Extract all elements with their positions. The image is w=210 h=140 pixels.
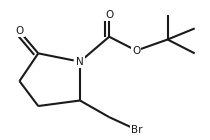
Text: O: O: [15, 26, 24, 36]
Text: O: O: [105, 10, 113, 20]
Text: N: N: [76, 57, 84, 67]
Text: O: O: [132, 46, 140, 56]
Text: Br: Br: [131, 125, 142, 135]
